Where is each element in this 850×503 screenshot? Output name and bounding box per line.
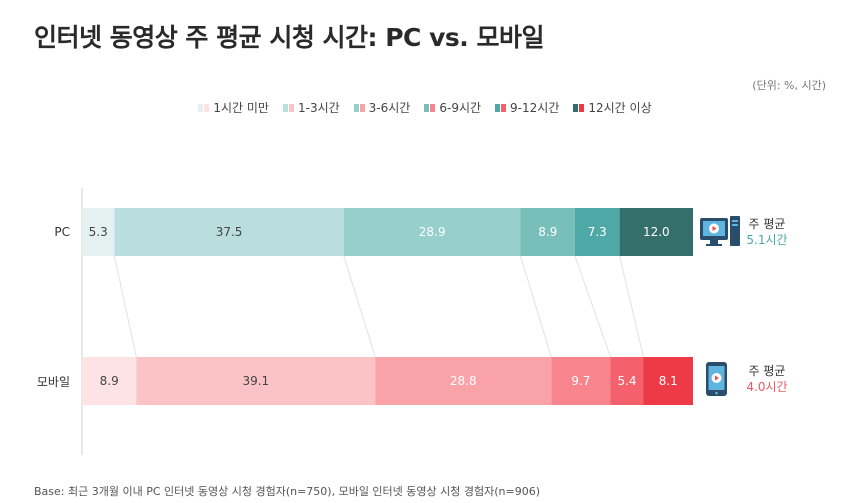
connector-line	[574, 255, 611, 358]
connector-line	[619, 255, 644, 358]
data-label: 9.7	[571, 374, 590, 388]
data-label: 5.3	[89, 225, 108, 239]
legend-item: 9-12시간	[495, 99, 559, 116]
pc-average-value: 5.1시간	[746, 233, 788, 247]
legend-swatch	[573, 103, 585, 112]
data-label: 7.3	[588, 225, 607, 239]
legend-label: 1-3시간	[297, 101, 340, 115]
footnote: Base: 최근 3개월 이내 PC 인터넷 동영상 시청 경험자(n=750)…	[34, 485, 541, 498]
legend-item: 3-6시간	[353, 99, 411, 116]
bar-segment	[82, 357, 137, 405]
connector-line	[113, 255, 137, 358]
legend-item: 6-9시간	[424, 99, 481, 116]
legend-label: 9-12시간	[510, 101, 560, 115]
data-label: 12.0	[643, 225, 670, 239]
data-label: 8.1	[659, 374, 678, 388]
legend-swatch	[198, 103, 210, 112]
data-label: 8.9	[100, 374, 119, 388]
data-label: 28.8	[450, 374, 477, 388]
desktop-computer-icon	[700, 216, 740, 246]
bar-segment	[610, 357, 644, 405]
bar-segment	[136, 357, 376, 405]
pc-average-title: 주 평균	[748, 217, 786, 231]
bar-segment	[643, 357, 693, 405]
legend-label: 6-9시간	[439, 101, 482, 115]
bar-segment	[114, 208, 344, 256]
legend-swatch	[282, 103, 294, 112]
data-label: 28.9	[419, 225, 446, 239]
legend: 1시간 미만 1-3시간 3-6시간 6-9시간 9-12시간 12시간 이상	[0, 99, 850, 116]
data-label: 8.9	[538, 225, 557, 239]
bar-segment	[375, 357, 552, 405]
row-label-pc: PC	[54, 225, 70, 239]
smartphone-icon	[706, 362, 727, 396]
bar-segment	[520, 208, 575, 256]
legend-label: 12시간 이상	[588, 101, 652, 115]
legend-item: 1시간 미만	[198, 99, 269, 116]
legend-swatch	[495, 103, 507, 112]
unit-note: (단위: %, 시간)	[752, 79, 826, 92]
bar-segment	[82, 208, 115, 256]
legend-swatch	[353, 103, 365, 112]
bar-segment	[343, 208, 521, 256]
legend-item: 1-3시간	[282, 99, 340, 116]
connector-line	[343, 255, 376, 358]
data-label: 37.5	[216, 225, 243, 239]
row-label-mobile: 모바일	[36, 375, 70, 389]
bar-segment	[551, 357, 611, 405]
data-label: 5.4	[617, 374, 636, 388]
pc-average: 주 평균 5.1시간	[737, 216, 797, 248]
chart-title: 인터넷 동영상 주 평균 시청 시간: PC vs. 모바일	[34, 23, 544, 52]
legend-item: 12시간 이상	[573, 99, 652, 116]
legend-swatch	[424, 103, 436, 112]
mobile-average-value: 4.0시간	[746, 380, 788, 394]
bar-segment	[574, 208, 620, 256]
connector-line	[520, 255, 552, 358]
legend-label: 1시간 미만	[213, 101, 269, 115]
bar-segment	[619, 208, 693, 256]
legend-label: 3-6시간	[368, 101, 411, 115]
mobile-average-title: 주 평균	[748, 364, 786, 378]
mobile-average: 주 평균 4.0시간	[737, 363, 797, 395]
data-label: 39.1	[242, 374, 269, 388]
